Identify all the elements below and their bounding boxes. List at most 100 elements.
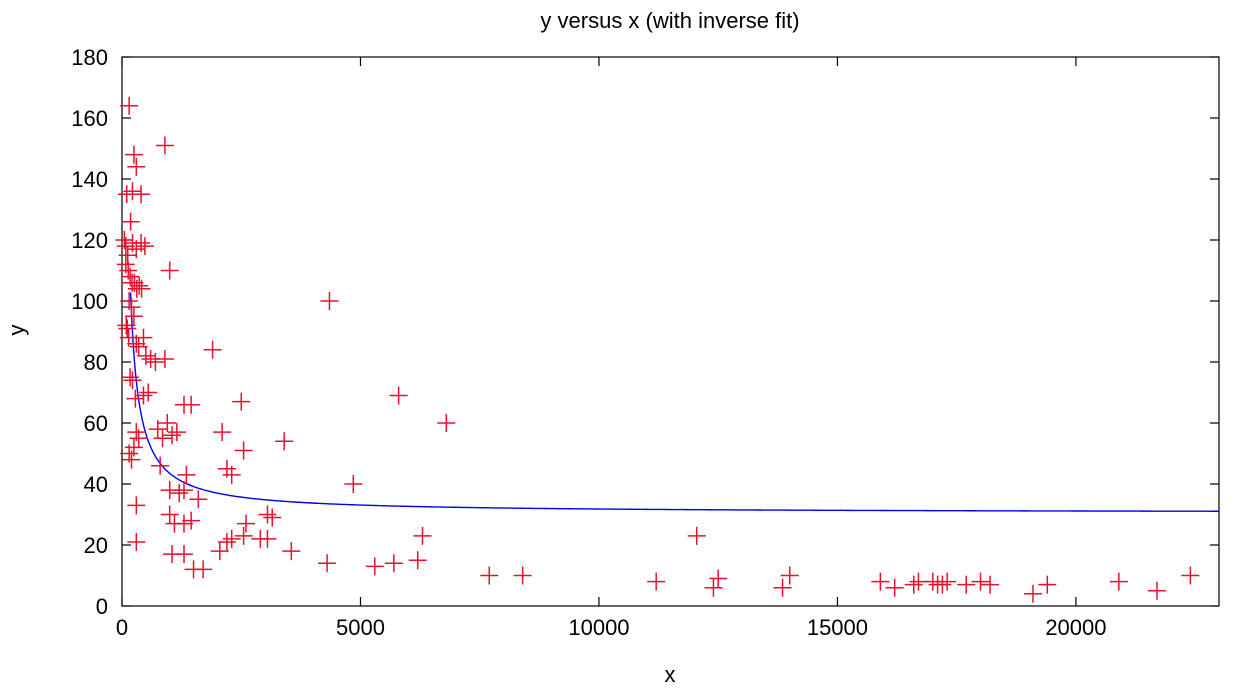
data-point bbox=[971, 572, 990, 591]
data-point bbox=[175, 545, 194, 564]
data-point bbox=[170, 484, 189, 503]
fit-line bbox=[129, 292, 1219, 512]
data-point bbox=[177, 465, 196, 484]
y-tick-label: 160 bbox=[71, 106, 108, 131]
y-tick-label: 60 bbox=[84, 411, 108, 436]
data-point bbox=[647, 572, 666, 591]
data-point bbox=[885, 578, 904, 597]
data-point bbox=[194, 560, 213, 579]
y-tick-label: 140 bbox=[71, 167, 108, 192]
data-point bbox=[237, 514, 256, 533]
data-point bbox=[117, 316, 136, 335]
data-point bbox=[203, 340, 222, 359]
data-point bbox=[282, 542, 301, 561]
data-point bbox=[384, 554, 403, 573]
data-point bbox=[175, 481, 194, 500]
data-point bbox=[160, 505, 179, 524]
data-point bbox=[123, 371, 142, 390]
plot-frame bbox=[121, 56, 1220, 607]
data-point bbox=[217, 532, 236, 551]
data-point bbox=[139, 383, 158, 402]
data-point bbox=[132, 279, 151, 298]
data-point bbox=[122, 298, 141, 317]
data-point bbox=[135, 237, 154, 256]
data-point bbox=[318, 554, 337, 573]
data-point bbox=[780, 566, 799, 585]
x-tick-label: 15000 bbox=[807, 615, 868, 640]
data-point bbox=[153, 429, 172, 448]
data-point bbox=[263, 508, 282, 527]
data-point bbox=[1109, 572, 1128, 591]
data-point bbox=[222, 529, 241, 548]
data-point bbox=[234, 526, 253, 545]
y-axis-label: y bbox=[4, 325, 29, 336]
data-point bbox=[124, 438, 143, 457]
data-point bbox=[275, 432, 294, 451]
data-point bbox=[155, 136, 174, 155]
data-point bbox=[123, 182, 142, 201]
data-point bbox=[160, 261, 179, 280]
data-point bbox=[122, 450, 141, 469]
data-point bbox=[904, 575, 923, 594]
data-point bbox=[132, 234, 151, 253]
x-tick-label: 5000 bbox=[336, 615, 385, 640]
data-point bbox=[232, 392, 251, 411]
data-point bbox=[118, 319, 137, 338]
data-point bbox=[146, 353, 165, 371]
data-point bbox=[320, 292, 339, 310]
data-point bbox=[127, 496, 146, 515]
data-point bbox=[127, 157, 146, 176]
data-point bbox=[480, 566, 499, 585]
data-point bbox=[709, 569, 728, 588]
data-point bbox=[234, 441, 253, 460]
data-point bbox=[148, 420, 167, 439]
data-point bbox=[1148, 581, 1166, 600]
data-point bbox=[704, 578, 723, 597]
y-tick-label: 120 bbox=[71, 228, 108, 253]
data-point bbox=[344, 475, 363, 493]
y-tick-label: 180 bbox=[71, 45, 108, 70]
data-point bbox=[189, 490, 208, 509]
data-point bbox=[120, 96, 139, 115]
data-point bbox=[167, 423, 186, 442]
data-point bbox=[871, 572, 890, 591]
data-point bbox=[134, 328, 153, 347]
data-point bbox=[158, 414, 177, 432]
y-tick-label: 40 bbox=[84, 472, 108, 497]
data-point bbox=[213, 423, 232, 442]
chart-title: y versus x (with inverse fit) bbox=[540, 8, 799, 33]
y-tick-label: 80 bbox=[84, 350, 108, 375]
data-point bbox=[408, 551, 427, 570]
data-point bbox=[413, 526, 432, 545]
data-point bbox=[957, 575, 976, 594]
y-tick-label: 20 bbox=[84, 533, 108, 558]
data-point bbox=[124, 307, 143, 326]
data-point bbox=[182, 511, 201, 530]
x-tick-label: 20000 bbox=[1045, 615, 1106, 640]
plot-area: 0 5000 10000 15000 20000 0 20 40 60 80 100 120 140 16… bbox=[71, 45, 1220, 640]
data-point bbox=[129, 429, 148, 448]
data-point bbox=[513, 566, 532, 585]
data-point bbox=[1023, 584, 1042, 603]
data-point bbox=[127, 532, 146, 551]
data-point bbox=[163, 426, 182, 445]
data-point bbox=[129, 337, 148, 356]
data-point bbox=[151, 456, 170, 475]
data-point bbox=[222, 465, 241, 484]
y-tick-label: 0 bbox=[96, 594, 108, 619]
data-point bbox=[258, 529, 277, 548]
data-point bbox=[1038, 575, 1057, 594]
data-point bbox=[132, 185, 151, 204]
data-point bbox=[121, 212, 140, 231]
data-point bbox=[687, 526, 706, 545]
x-axis-label: x bbox=[665, 662, 676, 687]
data-point bbox=[182, 395, 201, 414]
data-point bbox=[130, 276, 149, 295]
x-tick-label: 10000 bbox=[568, 615, 629, 640]
x-tick-label: 0 bbox=[116, 615, 128, 640]
data-point bbox=[258, 505, 277, 524]
data-point bbox=[365, 557, 384, 576]
data-point bbox=[134, 386, 153, 405]
